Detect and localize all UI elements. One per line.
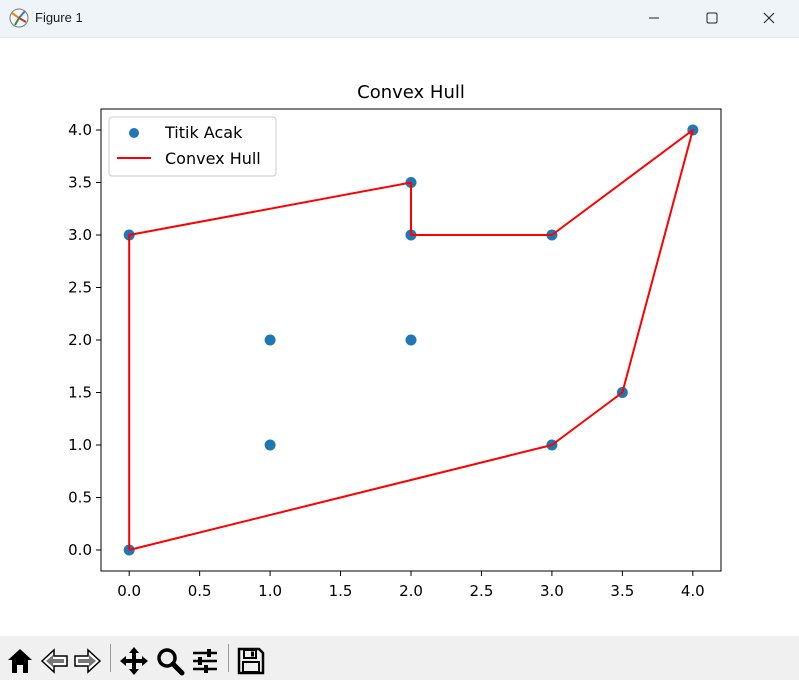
y-tick-label: 3.0: [68, 226, 92, 244]
minimize-button[interactable]: [626, 0, 684, 37]
y-tick-label: 4.0: [68, 121, 92, 139]
convex-hull-chart: Convex Hull 0.0 0.5 1.0 1.5 2.0 2.5 3.0 3.5 4.00…: [68, 82, 722, 600]
minimize-icon: [649, 17, 659, 19]
close-button[interactable]: [741, 0, 799, 37]
arrow-left-icon: [40, 648, 68, 674]
data-point: [264, 334, 276, 346]
data-point: [405, 334, 417, 346]
axes-frame: [100, 108, 722, 572]
x-tick-label: 4.0: [681, 582, 705, 600]
zoom-icon: [157, 648, 185, 676]
legend-box: [108, 116, 277, 177]
home-button[interactable]: [5, 646, 35, 676]
navigation-toolbar: [0, 636, 799, 680]
configure-subplots-button[interactable]: [190, 646, 220, 676]
sliders-icon: [193, 649, 217, 673]
x-tick-label: 2.5: [470, 582, 494, 600]
y-tick-label: 2.0: [68, 331, 92, 349]
home-icon: [8, 649, 32, 673]
x-tick-label: 0.5: [188, 582, 212, 600]
y-tick-label: 2.5: [68, 279, 92, 297]
window-titlebar: Figure 1: [0, 0, 799, 38]
data-point: [264, 439, 276, 451]
forward-button[interactable]: [72, 646, 102, 676]
matplotlib-figure-icon: [8, 7, 30, 29]
chart-title: Convex Hull: [357, 82, 465, 103]
window-title: Figure 1: [35, 10, 83, 25]
move-icon: [120, 647, 148, 675]
x-tick-label: 3.5: [610, 582, 634, 600]
maximize-icon: [706, 12, 718, 24]
floppy-disk-icon: [237, 647, 265, 675]
zoom-button[interactable]: [155, 646, 185, 676]
legend: Titik Acak Convex Hull: [108, 116, 277, 177]
back-button[interactable]: [40, 646, 70, 676]
y-tick-label: 1.0: [68, 436, 92, 454]
y-tick-label: 0.5: [68, 489, 92, 507]
legend-label-convex-hull: Convex Hull: [165, 149, 261, 168]
legend-label-titik-acak: Titik Acak: [164, 123, 243, 142]
toolbar-separator: [228, 644, 229, 672]
x-tick-label: 0.0: [117, 582, 141, 600]
figure-canvas: Convex Hull 0.0 0.5 1.0 1.5 2.0 2.5 3.0 3.5 4.0 0…: [0, 38, 799, 636]
toolbar-separator: [110, 644, 111, 672]
x-tick-label: 1.5: [329, 582, 353, 600]
save-button[interactable]: [236, 646, 266, 676]
maximize-button[interactable]: [684, 0, 742, 37]
y-tick-label: 1.5: [68, 384, 92, 402]
y-tick-label: 3.5: [68, 174, 92, 192]
y-tick-label: 0.0: [68, 541, 92, 559]
plot-layer: 0.0 0.5 1.0 1.5 2.0 2.5 3.0 3.5 4.0 0.0 0.5 1.0 1.5 2…: [68, 121, 705, 600]
x-tick-label: 2.0: [399, 582, 423, 600]
x-tick-label: 3.0: [540, 582, 564, 600]
pan-button[interactable]: [119, 646, 149, 676]
x-tick-label: 1.0: [258, 582, 282, 600]
convex-hull-line: [128, 129, 694, 551]
legend-marker-titik-acak: [129, 128, 139, 138]
arrow-right-icon: [74, 648, 102, 674]
close-icon: [763, 12, 775, 24]
